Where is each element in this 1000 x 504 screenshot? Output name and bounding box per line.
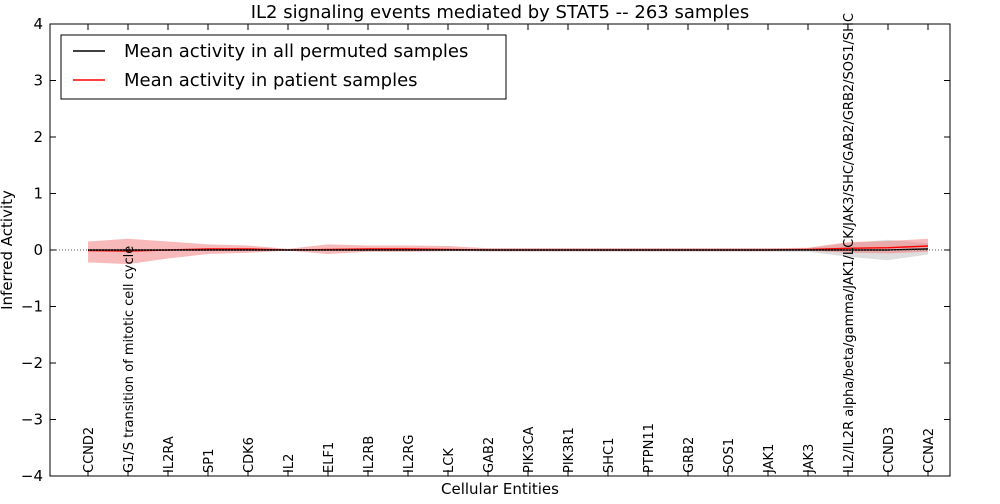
y-axis: −4 −3 −2 −1 0 1 2 3 4 [21, 15, 950, 485]
series-lines [50, 245, 950, 252]
x-tick-label: IL2RA [162, 436, 177, 473]
y-tick-label: −4 [21, 467, 43, 485]
y-tick-label: −2 [21, 354, 43, 372]
legend-label-0: Mean activity in all permuted samples [124, 41, 468, 62]
x-tick-label: GAB2 [482, 437, 497, 473]
x-tick-label: PIK3CA [522, 426, 537, 473]
y-tick-label: 4 [33, 15, 43, 33]
x-tick-label: CCNA2 [922, 428, 937, 473]
x-tick-label: JAK3 [802, 444, 817, 474]
x-tick-label: IL2RG [402, 435, 417, 473]
x-tick-label: PIK3R1 [562, 427, 577, 473]
legend: Mean activity in all permuted samples Mea… [60, 34, 507, 100]
y-axis-label: Inferred Activity [0, 190, 16, 310]
y-tick-label: 0 [33, 241, 43, 259]
x-tick-label: ELF1 [322, 442, 337, 473]
x-tick-label: JAK1 [762, 444, 777, 474]
x-tick-label: CCND2 [82, 427, 97, 473]
x-tick-label: SOS1 [722, 438, 737, 473]
x-tick-label: IL2RB [362, 436, 377, 473]
legend-box [60, 34, 507, 100]
x-tick-label: CCND3 [882, 427, 897, 473]
x-axis: CCND2 G1/S transition of mitotic cell cyc… [82, 13, 937, 476]
x-tick-label: GRB2 [682, 437, 697, 473]
y-tick-label: 2 [33, 128, 43, 146]
x-tick-label: G1/S transition of mitotic cell cycle [122, 246, 137, 473]
y-tick-label: 1 [33, 185, 43, 203]
legend-label-1: Mean activity in patient samples [124, 70, 418, 91]
x-tick-label: IL2/IL2R alpha/beta/gamma/JAK1/LCK/JAK3/… [842, 13, 857, 473]
x-tick-label: LCK [442, 448, 457, 473]
y-tick-label: −1 [21, 298, 43, 316]
x-tick-label: CDK6 [242, 437, 257, 473]
confidence-band-1 [88, 238, 928, 265]
x-axis-label: Cellular Entities [441, 480, 559, 498]
confidence-bands [88, 238, 928, 265]
x-tick-label: SHC1 [602, 438, 617, 473]
chart-title: IL2 signaling events mediated by STAT5 -… [251, 2, 750, 23]
y-tick-label: 3 [33, 72, 43, 90]
x-tick-label: SP1 [202, 449, 217, 473]
x-tick-label: PTPN11 [642, 423, 657, 473]
x-tick-label: IL2 [282, 454, 297, 473]
y-tick-label: −3 [21, 411, 43, 429]
